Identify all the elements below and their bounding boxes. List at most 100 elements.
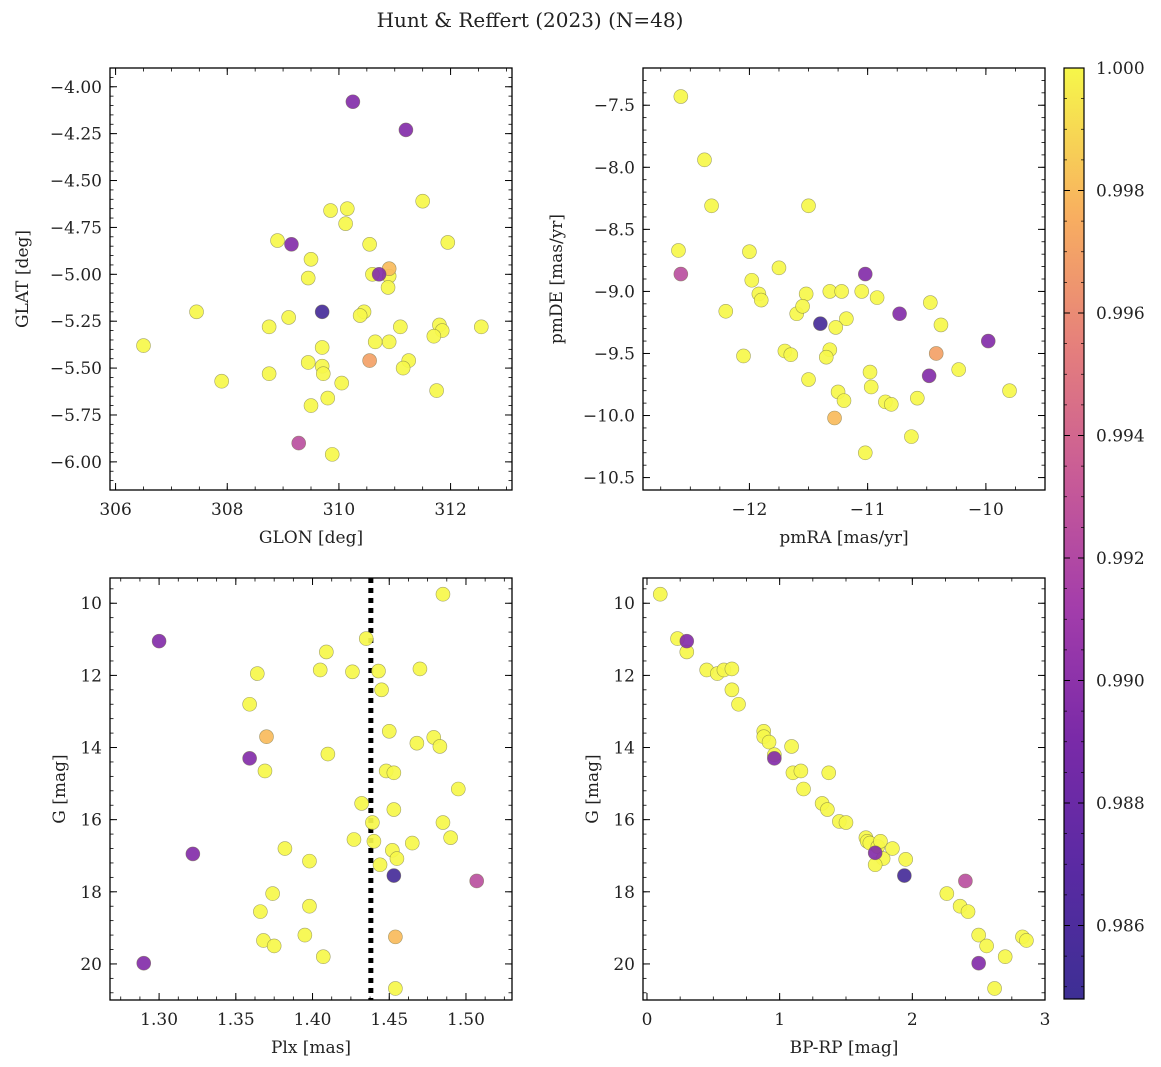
data-point (673, 89, 689, 104)
axes-frame (642, 67, 1046, 491)
y-axis-label: pmDE [mas/yr] (547, 214, 567, 344)
y-tick-label: −9.5 (594, 344, 635, 364)
data-point (429, 383, 444, 398)
data-point (312, 662, 328, 678)
x-tick-label: 1 (774, 1010, 785, 1030)
data-point (371, 663, 386, 679)
x-tick-label: −12 (731, 500, 767, 520)
colorbar-tick-label: 0.998 (1096, 182, 1145, 202)
data-point (933, 317, 949, 333)
axes-frame (109, 577, 513, 1001)
data-point (339, 201, 355, 216)
data-point (910, 390, 925, 406)
data-point (673, 266, 689, 282)
y-tick-label: −10.0 (583, 407, 635, 427)
data-point (300, 355, 316, 370)
data-point (265, 886, 280, 901)
data-point (291, 435, 307, 451)
data-point (473, 319, 489, 335)
data-point (266, 938, 282, 954)
data-point (718, 303, 734, 319)
data-point (883, 397, 899, 412)
data-point (801, 198, 816, 214)
data-point (320, 746, 336, 762)
x-tick-label: 306 (99, 500, 131, 520)
data-point (270, 233, 285, 248)
data-point (314, 304, 330, 320)
data-point (652, 586, 668, 602)
data-point (798, 286, 814, 302)
data-point (724, 661, 740, 677)
data-point (136, 338, 151, 353)
data-point (302, 853, 317, 869)
data-point (426, 328, 442, 344)
data-point (324, 447, 340, 462)
data-point (450, 781, 466, 797)
data-point (386, 765, 402, 781)
data-point (323, 203, 338, 218)
x-axis-label: Plx [mas] (271, 1038, 351, 1058)
data-point (354, 796, 369, 811)
data-point (742, 244, 757, 259)
x-tick-label: 308 (211, 500, 243, 520)
panel-3: 1.30 1.35 1.40 1.45 1.50 10 12 14 16 18 20 Plx [mas… (50, 577, 513, 1058)
colorbar-tick-label: 0.988 (1096, 794, 1145, 814)
data-point (857, 445, 873, 461)
y-tick-label: −4.75 (50, 218, 102, 238)
data-point (249, 666, 265, 681)
data-point (242, 751, 257, 766)
y-axis-label: G [mag] (50, 754, 70, 823)
x-axis-label: BP-RP [mag] (790, 1038, 899, 1058)
data-point (898, 852, 913, 867)
panels: 306 308 310 312−6.00−5.75−5.50−5.25−5.00−4.… (13, 67, 1050, 1058)
data-point (793, 763, 809, 779)
x-tick-label: 1.40 (294, 1010, 332, 1030)
data-point (821, 765, 837, 781)
data-point (951, 362, 966, 377)
data-point (724, 682, 740, 698)
data-point (393, 319, 408, 335)
data-point (315, 366, 331, 382)
data-point (862, 364, 878, 380)
data-point (259, 729, 274, 745)
x-tick-label: −10 (968, 500, 1004, 520)
data-point (854, 284, 870, 299)
x-tick-label: 312 (434, 500, 466, 520)
y-tick-label: 14 (80, 739, 102, 759)
data-point (836, 393, 852, 408)
colorbar-tick-label: 0.986 (1096, 917, 1145, 937)
data-point (827, 410, 842, 426)
data-point (980, 333, 996, 349)
points (136, 94, 489, 462)
data-point (892, 306, 907, 322)
data-point (136, 955, 152, 971)
colorbar-tick-label: 0.996 (1096, 304, 1145, 324)
data-point (386, 802, 402, 817)
y-tick-label: −9.0 (594, 282, 635, 302)
data-point (801, 372, 816, 387)
y-tick-label: 18 (80, 883, 102, 903)
data-point (867, 845, 883, 861)
data-point (300, 270, 316, 286)
data-point (315, 949, 331, 965)
colorbar-gradient (1064, 68, 1084, 999)
y-tick-label: −7.5 (594, 96, 635, 116)
data-point (367, 334, 383, 350)
panel-1: 306 308 310 312 −6.00 −5.75 −5.50 −5.25 −5.00 −4.… (13, 67, 513, 548)
y-tick-label: 10 (80, 594, 102, 614)
points (136, 586, 485, 996)
data-point (281, 310, 296, 325)
data-point (338, 216, 353, 231)
data-point (869, 290, 885, 305)
y-tick-label: −5.50 (50, 359, 102, 379)
data-point (939, 886, 955, 901)
y-axis-label: GLAT [deg] (13, 230, 33, 328)
y-tick-label: 20 (80, 955, 102, 975)
data-point (958, 873, 973, 889)
x-tick-label: 2 (907, 1010, 918, 1030)
data-point (277, 841, 293, 856)
data-point (352, 308, 368, 323)
colorbar-tick-label: 1.000 (1096, 59, 1145, 79)
data-point (761, 734, 777, 750)
